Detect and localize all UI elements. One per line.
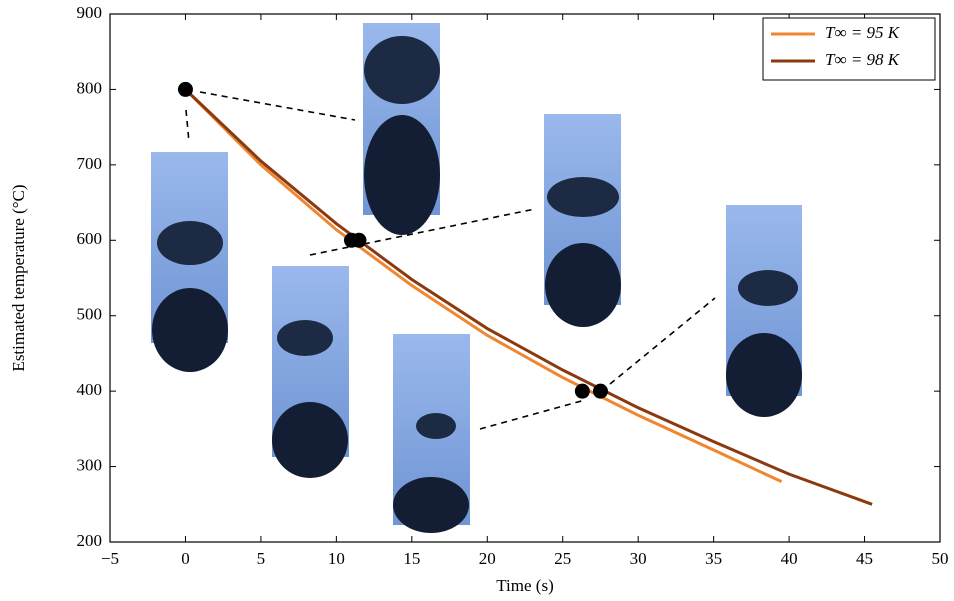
leader-lines	[185, 91, 716, 430]
marker	[574, 383, 590, 399]
x-tick-label: 30	[630, 549, 647, 568]
photos	[151, 23, 802, 533]
y-tick-label: 200	[77, 531, 103, 550]
x-axis-label: Time (s)	[496, 576, 553, 595]
photo	[363, 23, 440, 235]
x-tick-label: 45	[856, 549, 873, 568]
photo	[272, 266, 349, 478]
y-tick-label: 500	[77, 305, 103, 324]
legend-label: T∞ = 95 K	[825, 23, 901, 42]
x-tick-label: 20	[479, 549, 496, 568]
marker	[177, 81, 193, 97]
x-tick-label: −5	[101, 549, 119, 568]
legend-box	[762, 17, 936, 81]
x-tick-label: 10	[328, 549, 345, 568]
photo	[393, 334, 470, 533]
x-tick-label: 35	[705, 549, 722, 568]
marker	[592, 383, 608, 399]
plot-frame	[109, 13, 941, 543]
y-tick-label: 900	[77, 3, 103, 22]
photo	[151, 152, 228, 372]
line-series	[184, 88, 783, 484]
line-series	[184, 88, 873, 506]
x-tick-label: 5	[257, 549, 266, 568]
x-tick-label: 50	[932, 549, 949, 568]
marker	[351, 232, 367, 248]
y-tick-label: 700	[77, 154, 103, 173]
legend-label: T∞ = 98 K	[825, 50, 901, 69]
x-tick-label: 25	[554, 549, 571, 568]
y-tick-label: 400	[77, 380, 103, 399]
x-tick-label: 40	[781, 549, 798, 568]
y-tick-label: 300	[77, 455, 103, 474]
y-axis-label: Estimated temperature (°C)	[9, 184, 28, 371]
y-tick-label: 800	[77, 78, 103, 97]
photo	[544, 114, 621, 327]
x-tick-label: 15	[403, 549, 420, 568]
x-tick-label: 0	[181, 549, 190, 568]
legend: T∞ = 95 K T∞ = 98 K	[762, 17, 936, 81]
y-tick-label: 600	[77, 229, 103, 248]
photo	[726, 205, 802, 417]
